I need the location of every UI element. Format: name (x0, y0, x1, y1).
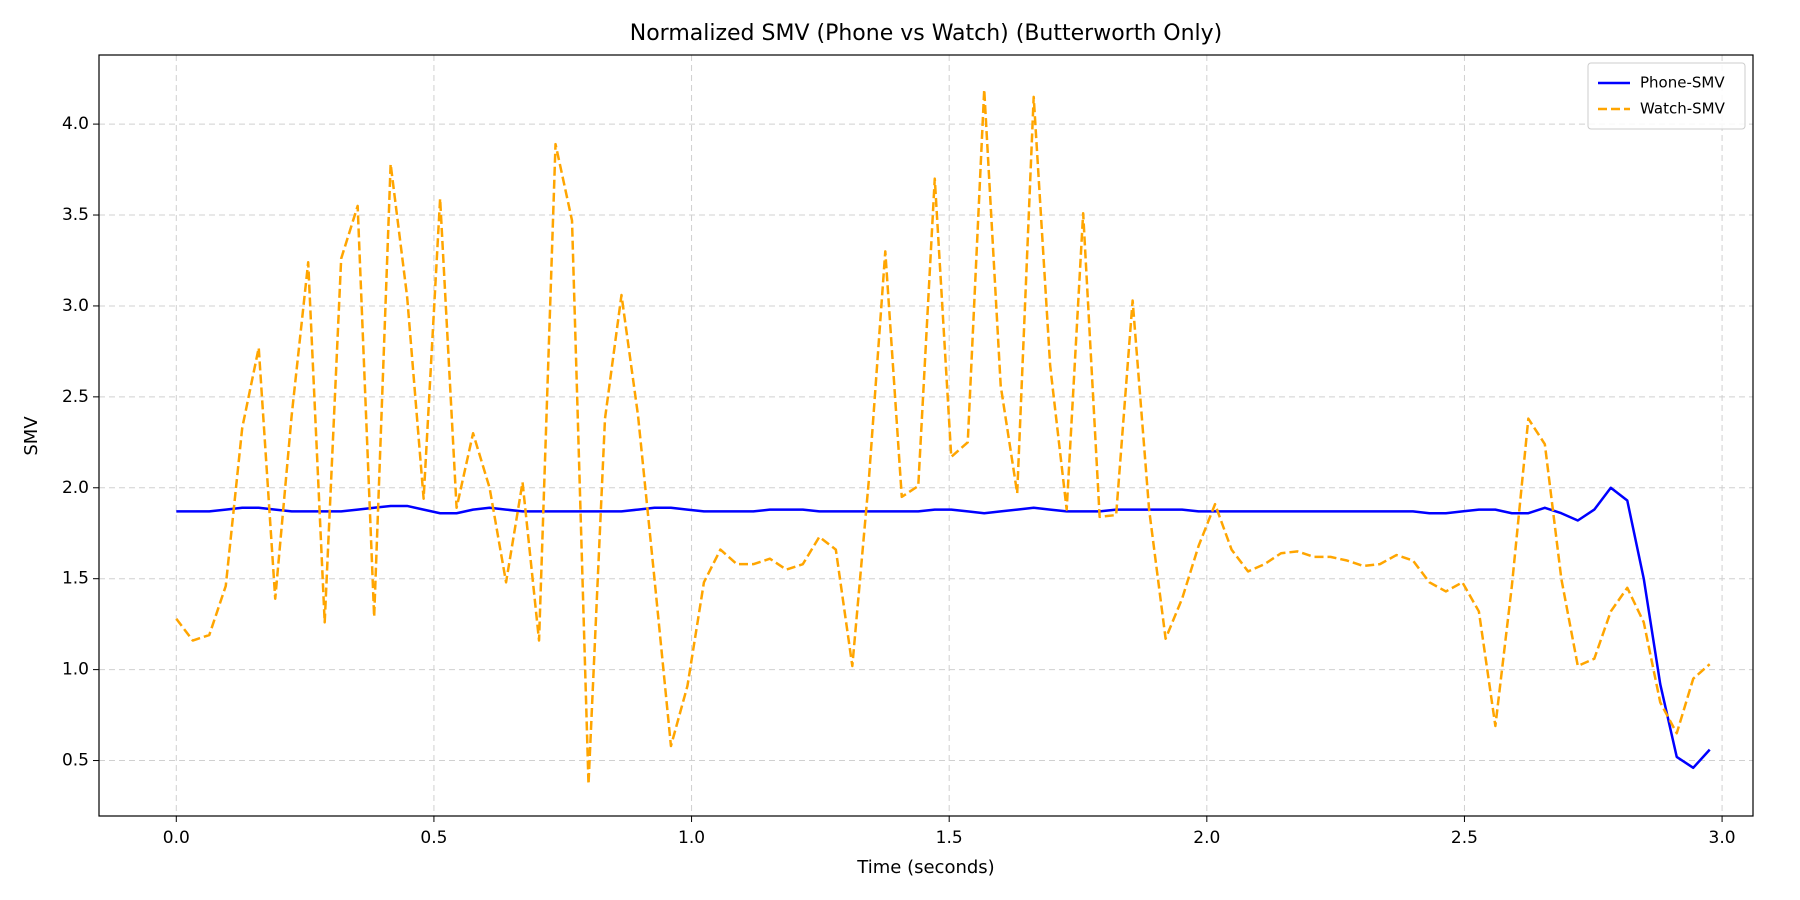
series-line (175, 88, 1711, 786)
y-tick-label: 4.0 (62, 114, 89, 134)
series-line (176, 486, 1711, 770)
y-axis-label: SMV (21, 416, 42, 456)
x-tick-label: 2.5 (1451, 828, 1478, 848)
legend-label: Phone-SMV (1640, 74, 1725, 92)
x-tick-label: 3.0 (1709, 828, 1736, 848)
plot-frame (98, 54, 1754, 817)
x-axis-label: Time (seconds) (856, 857, 994, 878)
legend: Phone-SMV Watch-SMV (1587, 62, 1746, 130)
legend-box (1587, 62, 1746, 130)
x-tick-label: 1.0 (678, 828, 705, 848)
y-tick-label: 0.5 (62, 751, 89, 771)
y-tick-label: 3.0 (62, 296, 89, 316)
x-tick-label: 2.0 (1193, 828, 1220, 848)
x-tick-label: 0.5 (420, 828, 447, 848)
x-tick-label: 0.0 (163, 828, 190, 848)
x-tick-label: 1.5 (936, 828, 963, 848)
y-tick-label: 3.5 (62, 205, 89, 225)
y-tick-label: 2.5 (62, 387, 89, 407)
y-tick-label: 2.0 (62, 478, 89, 498)
chart-title: Normalized SMV (Phone vs Watch) (Butterw… (630, 21, 1223, 46)
legend-label: Watch-SMV (1640, 100, 1726, 118)
y-tick-label: 1.5 (62, 569, 89, 589)
y-tick-label: 1.0 (62, 660, 89, 680)
